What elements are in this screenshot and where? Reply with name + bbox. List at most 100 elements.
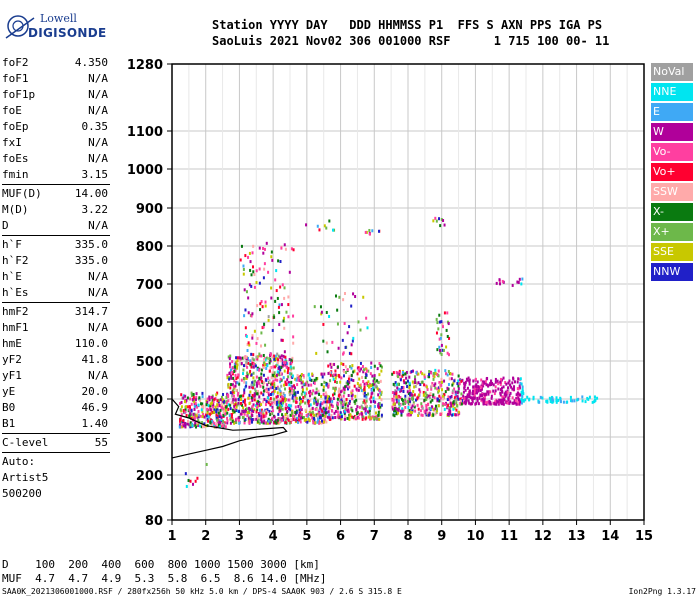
echo-point [425,406,428,410]
echo-point [365,316,368,320]
echo-point [252,365,255,369]
echo-point [290,358,293,362]
echo-point [342,298,345,302]
echo-point [472,391,475,395]
echo-point [299,374,302,378]
echo-point [368,382,371,386]
echo-point [397,407,400,411]
echo-point [345,381,348,385]
echo-point [396,395,399,399]
echo-point [237,418,240,422]
echo-point [257,418,260,422]
legend-item-nne: NNE [651,83,693,101]
echo-point [516,380,519,384]
echo-point [267,387,270,391]
echo-point [414,409,417,413]
echo-point [475,384,478,388]
echo-point [425,403,428,407]
echo-point [298,402,301,406]
echo-point [255,341,258,345]
echo-point [401,409,404,413]
echo-point [332,397,335,401]
echo-point [275,289,278,293]
echo-point [459,399,462,403]
echo-point [436,348,439,352]
echo-point [434,382,437,386]
echo-point [259,308,262,312]
echo-point [250,385,253,389]
echo-point [193,417,196,421]
echo-point [401,370,404,374]
echo-point [265,399,268,403]
echo-point [216,418,219,422]
echo-point [216,408,219,412]
echo-point [331,416,334,420]
echo-point [248,371,251,375]
echo-point [437,327,440,331]
echo-point [329,373,332,377]
echo-point [233,379,236,383]
echo-point [328,416,331,420]
echo-point [332,386,335,390]
echo-point [276,296,279,300]
echo-point [314,391,317,395]
echo-point [269,403,272,407]
echo-point [285,310,288,314]
echo-point [322,388,325,392]
echo-point [441,388,444,392]
echo-point [226,376,229,380]
echo-point [322,410,325,414]
echo-point [416,396,419,400]
echo-point [412,369,415,373]
echo-point [294,420,297,424]
param-value: N/A [88,219,108,232]
echo-point [490,379,493,383]
echo-point [335,374,338,378]
echo-point [290,380,293,384]
echo-point [250,373,253,377]
echo-point [430,387,433,391]
echo-point [183,421,186,425]
echo-point [263,262,266,266]
echo-point [184,394,187,398]
echo-point [453,402,456,406]
echo-point [362,295,365,299]
echo-point [251,386,254,390]
echo-point [463,397,466,401]
echo-point [252,410,255,414]
echo-point [305,413,308,417]
echo-point [231,394,234,398]
echo-point [240,362,243,366]
echo-point [484,401,487,405]
echo-point [241,409,244,413]
echo-point [362,407,365,411]
echo-point [283,350,286,354]
echo-point [284,407,287,411]
echo-point [287,418,290,422]
echo-point [188,406,191,410]
echo-point [432,372,435,376]
echo-point [298,416,301,420]
echo-point [216,414,219,418]
echo-point [518,386,521,390]
echo-point [291,385,294,389]
echo-point [359,328,362,332]
echo-point [225,406,228,410]
echo-point [258,354,261,358]
echo-point [469,396,472,400]
echo-point [267,391,270,395]
echo-point [248,385,251,389]
echo-point [475,387,478,391]
echo-point [279,260,282,264]
echo-point [324,414,327,418]
echo-point [507,398,510,402]
echo-point [555,396,558,400]
echo-point [433,396,436,400]
echo-point [492,383,495,387]
echo-point [365,405,368,409]
echo-point [303,375,306,379]
echo-point [403,408,406,412]
echo-point [262,325,265,329]
echo-point [394,409,397,413]
echo-point [262,353,265,357]
